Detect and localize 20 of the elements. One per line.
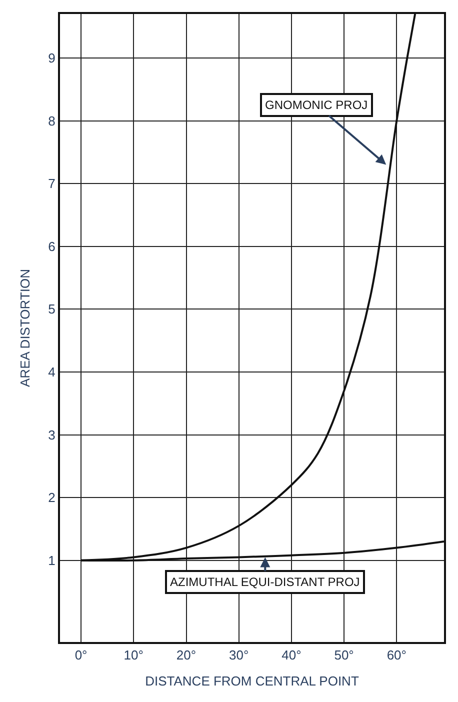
- x-axis-title: DISTANCE FROM CENTRAL POINT: [145, 674, 359, 689]
- x-tick-label: 10°: [124, 648, 144, 663]
- x-tick-label: 40°: [282, 648, 302, 663]
- y-tick-label: 6: [48, 238, 56, 254]
- y-tick-label: 9: [48, 50, 56, 66]
- y-tick-label: 7: [48, 176, 56, 192]
- annotation: GNOMONIC PROJ: [265, 98, 368, 112]
- y-tick-label: 4: [48, 364, 56, 380]
- x-tick-label: 0°: [74, 648, 88, 663]
- y-tick-label: 8: [48, 113, 56, 128]
- y-tick-label: 5: [48, 302, 56, 317]
- x-tick-label: 30°: [229, 648, 249, 663]
- y-axis-title: AREA DISTORTION: [18, 269, 33, 387]
- y-tick-label: 3: [48, 427, 56, 442]
- annotation: AZIMUTHAL EQUI-DISTANT PROJ: [170, 575, 360, 589]
- x-tick-label: 50°: [334, 648, 354, 663]
- y-tick-label: 1: [48, 552, 56, 568]
- y-tick-label: 2: [48, 490, 56, 506]
- x-tick-label: 20°: [176, 648, 196, 663]
- x-tick-label: 60°: [386, 648, 406, 663]
